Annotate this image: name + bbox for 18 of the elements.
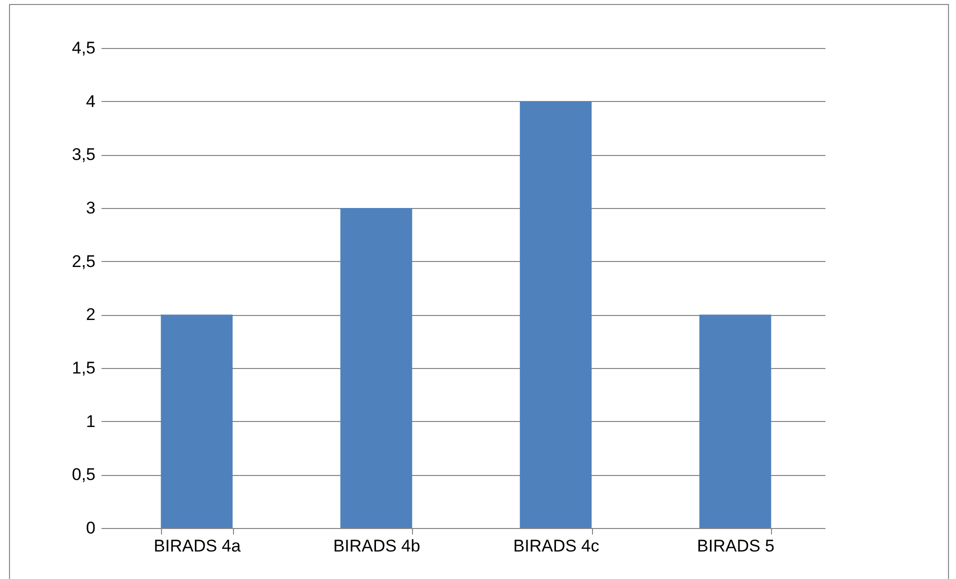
bar bbox=[520, 101, 592, 528]
x-tick-label: BIRADS 4b bbox=[333, 536, 420, 556]
y-tick-label: 2 bbox=[86, 305, 96, 324]
x-tick-label: BIRADS 4a bbox=[154, 536, 242, 556]
y-tick-label: 1,5 bbox=[72, 358, 96, 378]
y-tick-label: 3 bbox=[86, 198, 96, 218]
x-tick-label: BIRADS 4c bbox=[513, 536, 600, 556]
y-tick-label: 4,5 bbox=[72, 38, 96, 58]
y-tick-label: 3,5 bbox=[72, 145, 96, 164]
bar bbox=[160, 314, 233, 528]
x-tick-label: BIRADS 5 bbox=[697, 536, 774, 556]
y-tick-label: 4 bbox=[86, 92, 96, 111]
bar bbox=[340, 208, 412, 528]
y-tick-label: 0 bbox=[86, 518, 96, 538]
y-tick-label: 2,5 bbox=[72, 252, 96, 271]
y-tick-label: 1 bbox=[86, 412, 96, 431]
bar bbox=[699, 314, 772, 528]
y-tick-label: 0,5 bbox=[72, 465, 96, 484]
